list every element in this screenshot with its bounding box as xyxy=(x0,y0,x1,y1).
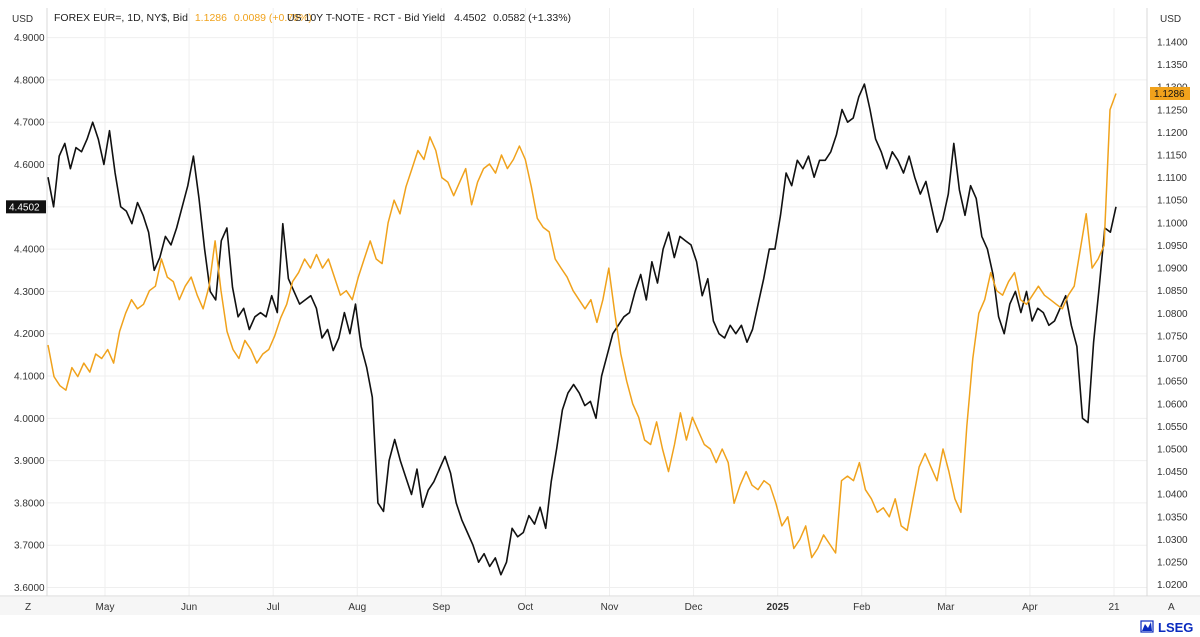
x-tick-label: Oct xyxy=(518,602,534,613)
legend-us10y[interactable]: US 10Y T-NOTE - RCT - Bid Yield 4.4502 0… xyxy=(287,12,571,24)
right-tick-label: 1.0200 xyxy=(1157,580,1188,591)
last-value-tag-us10y: 4.4502 xyxy=(6,200,46,214)
right-tick-label: 1.1150 xyxy=(1157,151,1187,162)
legend[interactable]: FOREX EUR=, 1D, NY$, Bid 1.1286 0.0089 (… xyxy=(54,12,571,24)
time-axis-bar[interactable] xyxy=(0,597,1200,615)
series-lines xyxy=(47,83,1117,576)
left-tick-label: 3.6000 xyxy=(14,583,45,594)
right-tick-label: 1.0650 xyxy=(1157,377,1188,388)
auto-scale-corner-label[interactable]: A xyxy=(1168,602,1175,613)
x-tick-label: Apr xyxy=(1022,602,1038,613)
right-axis-unit: USD xyxy=(1160,14,1181,25)
legend-eur-name: FOREX EUR=, 1D, NY$, Bid xyxy=(54,12,188,24)
legend-eur-change: 0.0089 (+0.79%) xyxy=(234,12,312,24)
legend-eur-last: 1.1286 xyxy=(195,12,227,24)
x-tick-label: Dec xyxy=(685,602,703,613)
right-tick-label: 1.0450 xyxy=(1157,467,1188,478)
brand-logo: LSEG xyxy=(1140,620,1193,635)
right-tick-label: 1.0850 xyxy=(1157,286,1188,297)
x-tick-label: Aug xyxy=(348,602,366,613)
grid-lines xyxy=(47,8,1147,596)
x-tick-label: Jul xyxy=(267,602,280,613)
right-tick-label: 1.0600 xyxy=(1157,399,1188,410)
right-tick-label: 1.1250 xyxy=(1157,105,1188,116)
left-tick-label: 4.8000 xyxy=(14,75,45,86)
right-tick-label: 1.0500 xyxy=(1157,445,1188,456)
x-tick-label: May xyxy=(96,602,115,613)
x-tick-label: Jun xyxy=(181,602,197,613)
legend-us10y-change: 0.0582 (+1.33%) xyxy=(493,12,571,24)
left-tick-label: 4.4000 xyxy=(14,245,45,256)
right-tick-label: 1.1100 xyxy=(1157,173,1187,184)
left-axis-unit: USD xyxy=(12,14,33,25)
right-tick-label: 1.1400 xyxy=(1157,37,1188,48)
legend-us10y-last: 4.4502 xyxy=(454,12,486,24)
legend-eur[interactable]: FOREX EUR=, 1D, NY$, Bid 1.1286 0.0089 (… xyxy=(54,12,312,24)
right-tick-label: 1.0350 xyxy=(1157,512,1188,523)
left-tick-label: 4.0000 xyxy=(14,414,45,425)
right-tick-label: 1.0700 xyxy=(1157,354,1188,365)
legend-us10y-name: US 10Y T-NOTE - RCT - Bid Yield xyxy=(287,12,445,24)
left-tick-label: 4.7000 xyxy=(14,118,45,129)
right-tick-label: 1.1350 xyxy=(1157,60,1188,71)
x-tick-label: Sep xyxy=(432,602,450,613)
right-tick-label: 1.1200 xyxy=(1157,128,1188,139)
right-tick-label: 1.0550 xyxy=(1157,422,1188,433)
left-tick-label: 4.2000 xyxy=(14,329,45,340)
last-value-us10y-label: 4.4502 xyxy=(9,202,40,213)
right-tick-label: 1.1050 xyxy=(1157,196,1188,207)
right-tick-label: 1.0900 xyxy=(1157,264,1188,275)
right-tick-label: 1.0400 xyxy=(1157,490,1188,501)
left-tick-label: 3.7000 xyxy=(14,541,45,552)
left-tick-label: 4.3000 xyxy=(14,287,45,298)
left-tick-label: 4.9000 xyxy=(14,33,45,44)
eur-usd-line xyxy=(47,93,1117,559)
right-tick-label: 1.0950 xyxy=(1157,241,1188,252)
last-value-eur-label: 1.1286 xyxy=(1154,89,1185,100)
lseg-logo-text: LSEG xyxy=(1158,620,1193,635)
x-axis-ticks: May Jun Jul Aug Sep Oct Nov Dec 2025 Feb Mar Apr 21 xyxy=(96,602,1120,613)
left-tick-label: 3.9000 xyxy=(14,456,45,467)
left-tick-label: 4.1000 xyxy=(14,372,45,383)
right-tick-label: 1.0300 xyxy=(1157,535,1188,546)
right-tick-label: 1.0750 xyxy=(1157,331,1188,342)
x-tick-label: 2025 xyxy=(767,602,790,613)
left-tick-label: 3.8000 xyxy=(14,498,45,509)
right-axis-ticks: 1.0200 1.0250 1.0300 1.0350 1.0400 1.0450 1.05… xyxy=(1157,37,1188,591)
right-tick-label: 1.0800 xyxy=(1157,309,1188,320)
last-value-tag-eur: 1.1286 xyxy=(1150,86,1190,100)
x-tick-label: Feb xyxy=(853,602,871,613)
zoom-corner-label[interactable]: Z xyxy=(25,602,31,613)
right-tick-label: 1.1000 xyxy=(1157,218,1188,229)
lseg-dragon-icon xyxy=(1140,620,1154,633)
right-tick-label: 1.0250 xyxy=(1157,558,1188,569)
x-tick-label: Nov xyxy=(601,602,619,613)
us10y-yield-line xyxy=(47,83,1117,576)
x-tick-label: Mar xyxy=(937,602,955,613)
x-tick-label: 21 xyxy=(1108,602,1120,613)
left-tick-label: 4.6000 xyxy=(14,160,45,171)
